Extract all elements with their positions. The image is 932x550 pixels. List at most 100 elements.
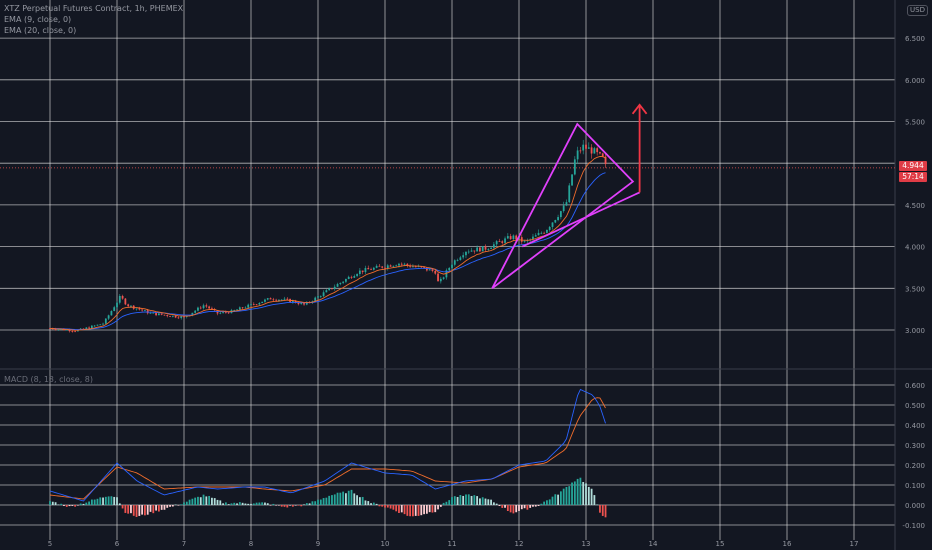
macd-histogram-bar: [199, 497, 202, 505]
candle-body: [453, 260, 456, 265]
macd-axis-label: 0.600: [905, 382, 925, 390]
currency-badge[interactable]: USD: [907, 5, 928, 16]
time-axis-label: 12: [515, 540, 524, 548]
macd-legend: MACD (8, 13, close, 8): [4, 375, 93, 384]
macd-histogram-bar: [294, 505, 297, 506]
candle-body: [367, 268, 370, 270]
macd-histogram-bar: [247, 503, 250, 505]
macd-histogram-bar: [280, 505, 283, 507]
macd-histogram-bar: [367, 501, 370, 505]
macd-histogram-bar: [303, 504, 305, 505]
macd-histogram-bar: [554, 494, 557, 505]
candle-body: [222, 311, 224, 313]
candle-body: [317, 296, 319, 298]
macd-histogram-bar: [420, 505, 423, 516]
macd-histogram-bar: [169, 505, 171, 507]
macd-histogram-bar: [283, 505, 286, 507]
macd-histogram-bar: [286, 505, 289, 508]
candle-body: [370, 269, 372, 271]
candle-body: [99, 324, 102, 326]
macd-axis-label: -0.100: [902, 522, 925, 530]
candle-body: [386, 265, 389, 268]
candle-body: [144, 310, 146, 312]
macd-histogram-bar: [456, 496, 459, 505]
candle-body: [247, 304, 250, 308]
candle-body: [258, 302, 261, 305]
candle-body: [540, 232, 543, 234]
candle-body: [495, 241, 498, 245]
macd-histogram-bar: [57, 504, 60, 506]
macd-histogram-bar: [501, 505, 504, 508]
candle-body: [403, 263, 406, 265]
candle-body: [138, 308, 141, 310]
candle-body: [199, 307, 202, 309]
macd-axis-label: 0.400: [905, 422, 925, 430]
candle-body: [339, 282, 342, 285]
candle-body: [501, 241, 504, 243]
macd-histogram-bar: [599, 505, 601, 513]
macd-histogram-bar: [255, 502, 258, 505]
macd-histogram-bar: [102, 497, 104, 505]
macd-histogram-bar: [506, 505, 509, 511]
macd-histogram-bar: [462, 495, 465, 505]
candle-body: [113, 307, 116, 312]
candle-body: [102, 323, 104, 325]
candle-body: [465, 251, 467, 256]
macd-histogram-bar: [155, 505, 157, 511]
candle-body: [473, 250, 476, 252]
macd-axis-label: 0.200: [905, 462, 925, 470]
macd-histogram-bar: [364, 500, 367, 505]
candle-body: [392, 265, 395, 267]
macd-histogram-bar: [319, 499, 322, 505]
macd-histogram-bar: [230, 503, 233, 505]
macd-histogram-bar: [238, 502, 241, 505]
candle-body: [559, 211, 562, 218]
candle-body: [412, 266, 414, 268]
candle-body: [60, 329, 63, 330]
triangle-drawing: [491, 122, 635, 290]
candle-body: [278, 299, 280, 301]
time-axis-label: 17: [850, 540, 859, 548]
price-axis-label: 5.500: [905, 119, 925, 127]
candle-body: [322, 292, 325, 297]
candle-body: [233, 310, 236, 311]
macd-histogram-bar: [317, 499, 319, 505]
macd-histogram-bar: [395, 505, 398, 512]
candle-body: [96, 324, 99, 326]
macd-histogram-bar: [141, 505, 144, 515]
macd-histogram-bar: [244, 503, 247, 505]
candle-body: [208, 306, 211, 309]
macd-histogram-bar: [185, 501, 188, 505]
candle-body: [462, 255, 465, 258]
candle-body: [141, 309, 144, 311]
macd-histogram-bar: [453, 496, 456, 505]
candle-body: [160, 313, 163, 315]
candle-body: [104, 318, 107, 324]
candle-body: [264, 299, 266, 302]
macd-histogram-bar: [328, 495, 331, 505]
candle-body: [557, 217, 559, 221]
macd-histogram-bar: [90, 499, 93, 505]
macd-histogram-bar: [79, 503, 82, 505]
candle-body: [506, 236, 509, 239]
candle-body: [546, 229, 548, 233]
candle-body: [534, 235, 537, 237]
candle-body: [314, 297, 317, 302]
macd-histogram-bar: [272, 503, 275, 505]
candle-body: [425, 267, 428, 271]
price-axis-label: 6.000: [905, 77, 925, 85]
candle-body: [342, 281, 345, 283]
candle-body: [174, 315, 177, 318]
candle-countdown-tag: 57:14: [899, 172, 927, 182]
macd-histogram-bar: [425, 505, 428, 514]
candle-body: [85, 327, 88, 329]
macd-histogram-bar: [93, 499, 96, 505]
macd-histogram-bar: [336, 492, 339, 505]
macd-histogram-bar: [297, 505, 300, 506]
candle-body: [286, 298, 289, 300]
candle-body: [375, 265, 378, 268]
macd-histogram-bar: [191, 498, 194, 505]
macd-histogram-bar: [63, 505, 65, 506]
macd-histogram-bar: [314, 501, 317, 505]
